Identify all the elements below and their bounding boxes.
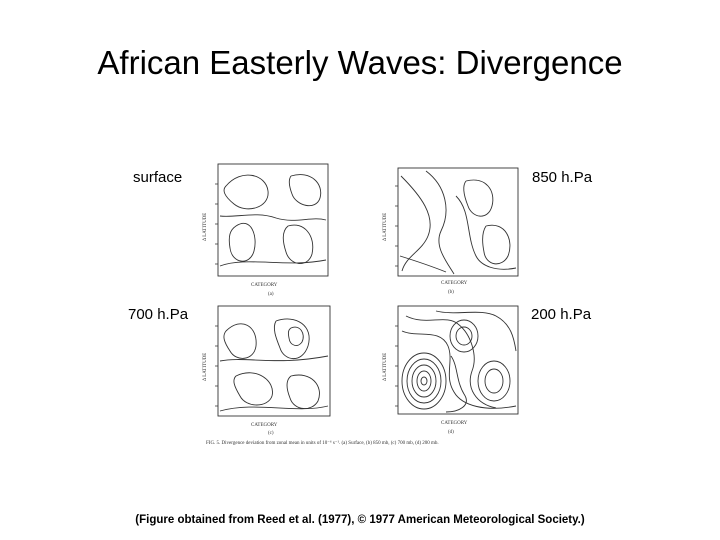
panel-frame-700 [217,305,331,417]
divergence-figure: CATEGORY CATEGORY CATEGORY CATEGORY (a) … [196,156,530,452]
panel-label-700: 700 h.Pa [128,306,189,323]
xaxis-label-surface: CATEGORY [251,283,278,288]
panel-frame-200 [397,305,519,415]
xaxis-label-700: CATEGORY [251,423,278,428]
panel-label-surface: surface [133,169,183,186]
yaxis-label-700: Δ LATITUDE [203,353,208,381]
figure-caption: FIG. 5. Divergence deviation from zonal … [206,441,439,446]
contours-850 [399,170,517,275]
xaxis-label-850: CATEGORY [441,281,468,286]
contours-700 [219,318,329,412]
yaxis-label-850: Δ LATITUDE [383,213,388,241]
panel-letter-b: (b) [448,290,454,295]
panel-label-200: 200 h.Pa [531,306,592,323]
panel-letter-c: (c) [268,431,274,436]
panel-letter-d: (d) [448,430,454,435]
panel-label-850: 850 h.Pa [532,169,593,186]
panel-frame-850 [397,167,519,277]
panel-frame-surface [217,163,329,277]
yaxis-label-200: Δ LATITUDE [383,353,388,381]
source-caption: (Figure obtained from Reed et al. (1977)… [135,514,585,526]
xaxis-label-200: CATEGORY [441,421,468,426]
contours-200 [401,310,517,413]
yaxis-label-surface: Δ LATITUDE [203,213,208,241]
contours-surface [219,174,327,267]
divergence-contour-plots: CATEGORY CATEGORY CATEGORY CATEGORY (a) … [203,163,519,436]
panel-letter-a: (a) [268,292,274,297]
slide-title: African Easterly Waves: Divergence [97,44,623,81]
